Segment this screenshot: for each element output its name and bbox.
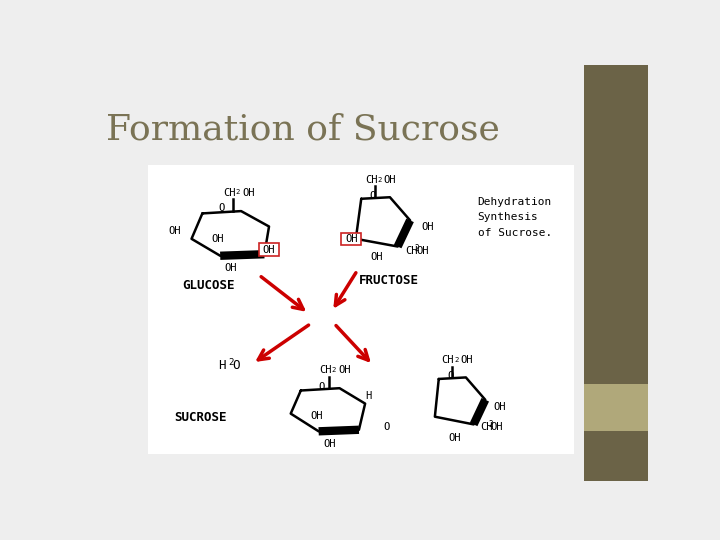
Text: Synthesis: Synthesis bbox=[477, 212, 539, 222]
Text: OH: OH bbox=[345, 234, 357, 244]
Text: OH: OH bbox=[490, 422, 503, 431]
Text: OH: OH bbox=[224, 263, 237, 273]
Text: OH: OH bbox=[461, 355, 473, 366]
Text: CH: CH bbox=[405, 246, 418, 256]
Bar bbox=[148, 165, 575, 454]
Text: OH: OH bbox=[310, 411, 323, 421]
Bar bbox=[585, 65, 648, 384]
Text: OH: OH bbox=[212, 234, 224, 244]
FancyBboxPatch shape bbox=[341, 233, 361, 245]
Text: OH: OH bbox=[338, 366, 351, 375]
Text: OH: OH bbox=[449, 433, 462, 443]
Text: Formation of Sucrose: Formation of Sucrose bbox=[106, 112, 500, 146]
Text: OH: OH bbox=[323, 440, 336, 449]
Text: OH: OH bbox=[168, 226, 181, 236]
Text: Dehydration: Dehydration bbox=[477, 197, 552, 207]
Text: 2: 2 bbox=[235, 189, 240, 195]
Text: OH: OH bbox=[242, 187, 254, 198]
Text: H: H bbox=[365, 391, 372, 401]
Text: OH: OH bbox=[421, 221, 433, 232]
Text: OH: OH bbox=[416, 246, 429, 256]
Text: FRUCTOSE: FRUCTOSE bbox=[359, 274, 418, 287]
FancyBboxPatch shape bbox=[259, 244, 279, 256]
Text: CH: CH bbox=[319, 366, 332, 375]
Bar bbox=[585, 384, 648, 430]
Text: O: O bbox=[383, 422, 390, 431]
Text: 2: 2 bbox=[414, 245, 418, 253]
Text: OH: OH bbox=[263, 245, 275, 254]
Text: SUCROSE: SUCROSE bbox=[174, 411, 226, 424]
Text: of Sucrose.: of Sucrose. bbox=[477, 228, 552, 238]
Text: 2: 2 bbox=[228, 359, 233, 367]
Text: H: H bbox=[218, 359, 225, 372]
Text: GLUCOSE: GLUCOSE bbox=[182, 279, 235, 292]
Text: CH: CH bbox=[480, 422, 492, 431]
Text: 2: 2 bbox=[377, 177, 382, 183]
Text: O: O bbox=[319, 382, 325, 392]
Text: CH: CH bbox=[442, 355, 454, 366]
Text: CH: CH bbox=[223, 187, 235, 198]
Text: O: O bbox=[219, 203, 225, 213]
Bar bbox=[585, 430, 648, 481]
Text: OH: OH bbox=[493, 402, 505, 413]
Text: CH: CH bbox=[365, 176, 377, 185]
Text: O: O bbox=[447, 371, 454, 381]
Text: OH: OH bbox=[371, 252, 383, 262]
Text: 2: 2 bbox=[332, 367, 336, 373]
Text: 2: 2 bbox=[488, 420, 493, 429]
Text: OH: OH bbox=[384, 176, 396, 185]
Text: 2: 2 bbox=[454, 357, 459, 363]
Text: O: O bbox=[233, 359, 240, 372]
Text: O: O bbox=[370, 191, 376, 201]
